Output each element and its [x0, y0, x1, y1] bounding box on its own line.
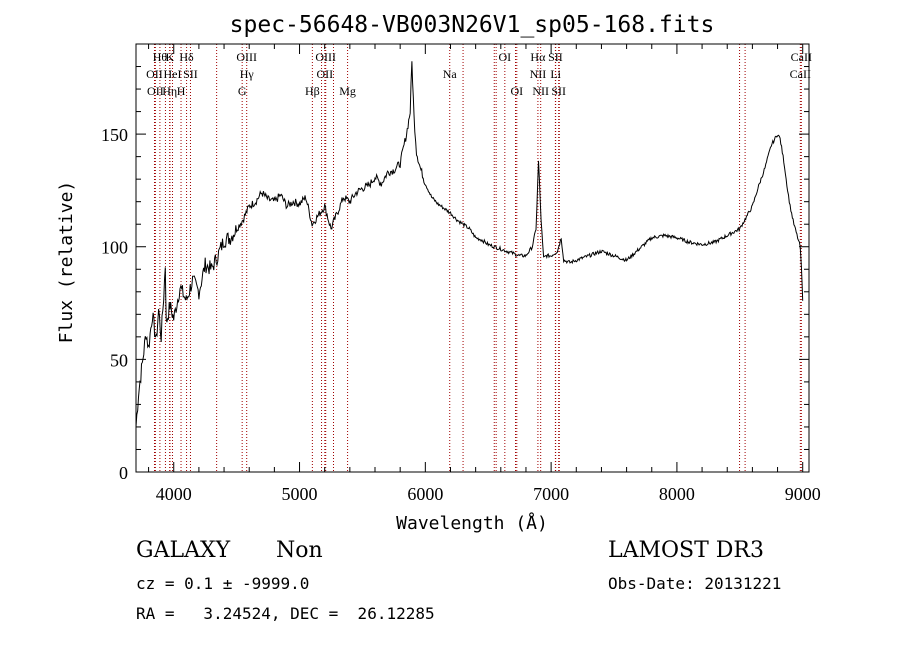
object-subclass: Non	[276, 538, 323, 563]
x-axis-label: Wavelength (Å)	[396, 512, 548, 534]
marker-label: SII	[551, 84, 566, 98]
marker-label: SII	[548, 50, 563, 64]
marker-label: G	[238, 84, 247, 98]
marker-label: CaII	[790, 67, 811, 81]
y-tick-label: 50	[110, 350, 128, 370]
marker-label: Hη	[162, 84, 177, 98]
x-tick-label: 4000	[156, 484, 192, 504]
marker-label: Na	[443, 67, 458, 81]
x-tick-label: 9000	[785, 484, 821, 504]
marker-label: Mg	[339, 84, 356, 98]
marker-label: Hα	[530, 50, 546, 64]
x-tick-label: 7000	[533, 484, 569, 504]
chart-title: spec-56648-VB003N26V1_sp05-168.fits	[230, 12, 715, 38]
marker-label: OIII	[236, 50, 257, 64]
x-tick-label: 8000	[659, 484, 695, 504]
y-tick-label: 0	[119, 463, 128, 483]
marker-label: Hθ	[153, 50, 168, 64]
marker-label: OIII	[315, 50, 336, 64]
marker-label: K	[166, 50, 175, 64]
marker-label: OI	[498, 50, 511, 64]
marker-label: Hγ	[240, 67, 255, 81]
ra-dec-line: RA = 3.24524, DEC = 26.12285	[136, 604, 435, 623]
y-tick-label: 100	[101, 238, 128, 258]
y-tick-label: 150	[101, 125, 128, 145]
spectrum-series	[135, 61, 804, 428]
marker-label: OII	[147, 84, 164, 98]
plot-frame	[135, 43, 810, 473]
marker-label: NII	[530, 67, 547, 81]
marker-label: Li	[550, 67, 561, 81]
marker-label: SII	[183, 67, 198, 81]
survey-name: LAMOST DR3	[608, 538, 764, 563]
marker-label: Hβ	[305, 84, 320, 98]
x-tick-label: 5000	[282, 484, 318, 504]
spectrum-line	[135, 61, 804, 428]
marker-label: CaII	[791, 50, 812, 64]
redshift-line: cz = 0.1 ± -9999.0	[136, 574, 310, 593]
marker-label: OI	[510, 84, 523, 98]
marker-label: OII	[146, 67, 163, 81]
marker-label: HeI	[163, 67, 181, 81]
marker-label: Hδ	[179, 50, 194, 64]
object-class: GALAXY	[136, 538, 231, 563]
marker-label: H	[177, 84, 186, 98]
marker-label: OII	[316, 67, 333, 81]
axis-ticks: 4000 5000 6000 7000 8000 9000 0 50 100 150	[101, 44, 821, 504]
obs-date: Obs-Date: 20131221	[608, 574, 782, 593]
y-axis-label: Flux (relative)	[56, 181, 77, 344]
x-tick-label: 6000	[407, 484, 443, 504]
marker-label: NII	[532, 84, 549, 98]
